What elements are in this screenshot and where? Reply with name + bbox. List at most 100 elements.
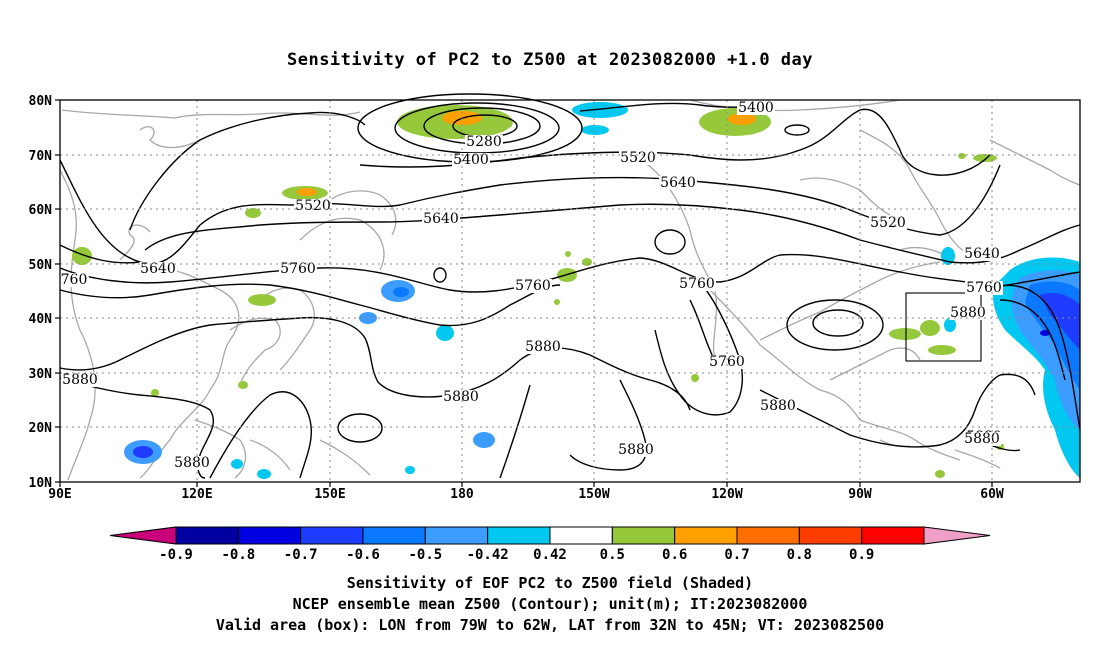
lon-label: 180	[450, 487, 474, 502]
colorbar-swatch	[861, 526, 925, 545]
lat-label: 80N	[29, 94, 53, 109]
lon-label: 120W	[711, 487, 742, 502]
contour-label-bg	[737, 101, 775, 115]
colorbar-tick-label: -0.42	[467, 547, 509, 563]
colorbar-swatch	[362, 526, 426, 545]
contour-label-bg	[759, 399, 797, 413]
colorbar-tick-label: 0.42	[533, 547, 567, 563]
contour-label-bg	[173, 456, 211, 470]
contour-label: 5520	[870, 215, 906, 231]
lon-label: 90E	[48, 487, 71, 502]
contour-label: 5880	[174, 455, 210, 471]
contour-label: 5640	[140, 261, 176, 277]
contour-label: 5640	[964, 246, 1000, 262]
contour-label: 5400	[453, 152, 489, 168]
colorbar-tick-label: -0.7	[284, 547, 318, 563]
colorbar-swatch	[487, 526, 551, 545]
contour-label: 5880	[443, 389, 479, 405]
contour-label: 5520	[295, 198, 331, 214]
caption-block: Sensitivity of EOF PC2 to Z500 field (Sh…	[0, 573, 1100, 636]
lon-label: 90W	[848, 487, 872, 502]
lat-label: 10N	[29, 476, 53, 491]
colorbar: -0.9 -0.8 -0.7 -0.6 -0.5 -0.42 0.42 0.5 0.6 0.7 0.…	[109, 526, 991, 563]
valid-area-box	[905, 292, 982, 362]
colorbar-swatch	[237, 526, 302, 545]
contour-label-bg	[949, 306, 987, 320]
contour-label-bg	[59, 273, 89, 287]
lat-label: 70N	[29, 149, 53, 164]
contour-label: 5880	[618, 442, 654, 458]
colorbar-swatch	[424, 526, 489, 545]
contour-label-bg	[442, 390, 480, 404]
lon-label: 120E	[181, 487, 212, 502]
contour-label-bg	[452, 153, 490, 167]
height-contours	[59, 93, 1081, 479]
contour-label-bg	[869, 216, 907, 230]
lon-label: 60W	[980, 487, 1004, 502]
contour-label-bg	[617, 443, 655, 457]
contour-label-bg	[61, 373, 99, 387]
contour-label-bg	[139, 262, 177, 276]
colorbar-swatch	[611, 526, 676, 545]
colorbar-tick-label: 0.9	[849, 547, 874, 563]
contour-label: 5640	[423, 211, 459, 227]
contour-label: 5760	[709, 354, 745, 370]
contour-label: 5760	[280, 261, 316, 277]
map-frame	[59, 99, 1081, 483]
contour-label: 5760	[966, 280, 1002, 296]
contour-label-bg	[619, 151, 657, 165]
contour-label-bg	[294, 199, 332, 213]
colorbar-tick-label: 0.6	[662, 547, 687, 563]
contour-label: 760	[61, 272, 88, 288]
colorbar-tick-label: -0.5	[408, 547, 442, 563]
colorbar-swatch	[549, 526, 613, 545]
contour-label-bg	[279, 262, 317, 276]
contour-label: 5520	[620, 150, 656, 166]
contour-label: 5400	[738, 100, 774, 116]
contour-label-bg	[465, 135, 503, 149]
contour-label: 5880	[525, 339, 561, 355]
colorbar-tick-label: 0.7	[724, 547, 749, 563]
contour-label-bg	[678, 277, 716, 291]
colorbar-tick-label: -0.6	[346, 547, 380, 563]
sensitivity-shading	[72, 102, 1080, 479]
colorbar-tick-label: -0.9	[159, 547, 193, 563]
colorbar-swatch	[300, 526, 364, 545]
lat-label: 60N	[29, 203, 53, 218]
contour-label-bg	[514, 279, 552, 293]
contour-label: 5880	[62, 372, 98, 388]
contour-label-bg	[524, 340, 562, 354]
colorbar-low-arrow	[109, 526, 177, 545]
lon-label: 150E	[314, 487, 345, 502]
colorbar-tick-label: 0.5	[600, 547, 625, 563]
caption-line-1: Sensitivity of EOF PC2 to Z500 field (Sh…	[346, 574, 754, 592]
graticule	[60, 100, 1080, 482]
colorbar-swatch	[798, 526, 863, 545]
colorbar-tick-label: -0.8	[221, 547, 255, 563]
lat-label: 50N	[29, 258, 53, 273]
contour-label-bg	[659, 176, 697, 190]
contour-label: 5760	[515, 278, 551, 294]
colorbar-swatch	[736, 526, 800, 545]
lat-label: 20N	[29, 421, 53, 436]
contour-label: 5280	[466, 134, 502, 150]
contour-label: 5880	[760, 398, 796, 414]
lat-label: 30N	[29, 367, 53, 382]
contour-label-bg	[708, 355, 746, 369]
colorbar-swatch	[674, 526, 738, 545]
colorbar-high-arrow	[923, 526, 991, 545]
plot-title: Sensitivity of PC2 to Z500 at 2023082000…	[286, 50, 813, 70]
contour-label: 5760	[679, 276, 715, 292]
lat-label: 40N	[29, 312, 53, 327]
colorbar-swatch	[175, 526, 239, 545]
contour-label: 5640	[660, 175, 696, 191]
colorbar-tick-label: 0.8	[787, 547, 812, 563]
caption-line-2: NCEP ensemble mean Z500 (Contour); unit(…	[292, 595, 808, 613]
contour-label-bg	[422, 212, 460, 226]
contour-label: 5880	[950, 305, 986, 321]
contour-label-bg	[965, 281, 1003, 295]
caption-line-3: Valid area (box): LON from 79W to 62W, L…	[215, 616, 885, 634]
contour-label: 5880	[964, 431, 1000, 447]
lon-label: 150W	[578, 487, 609, 502]
